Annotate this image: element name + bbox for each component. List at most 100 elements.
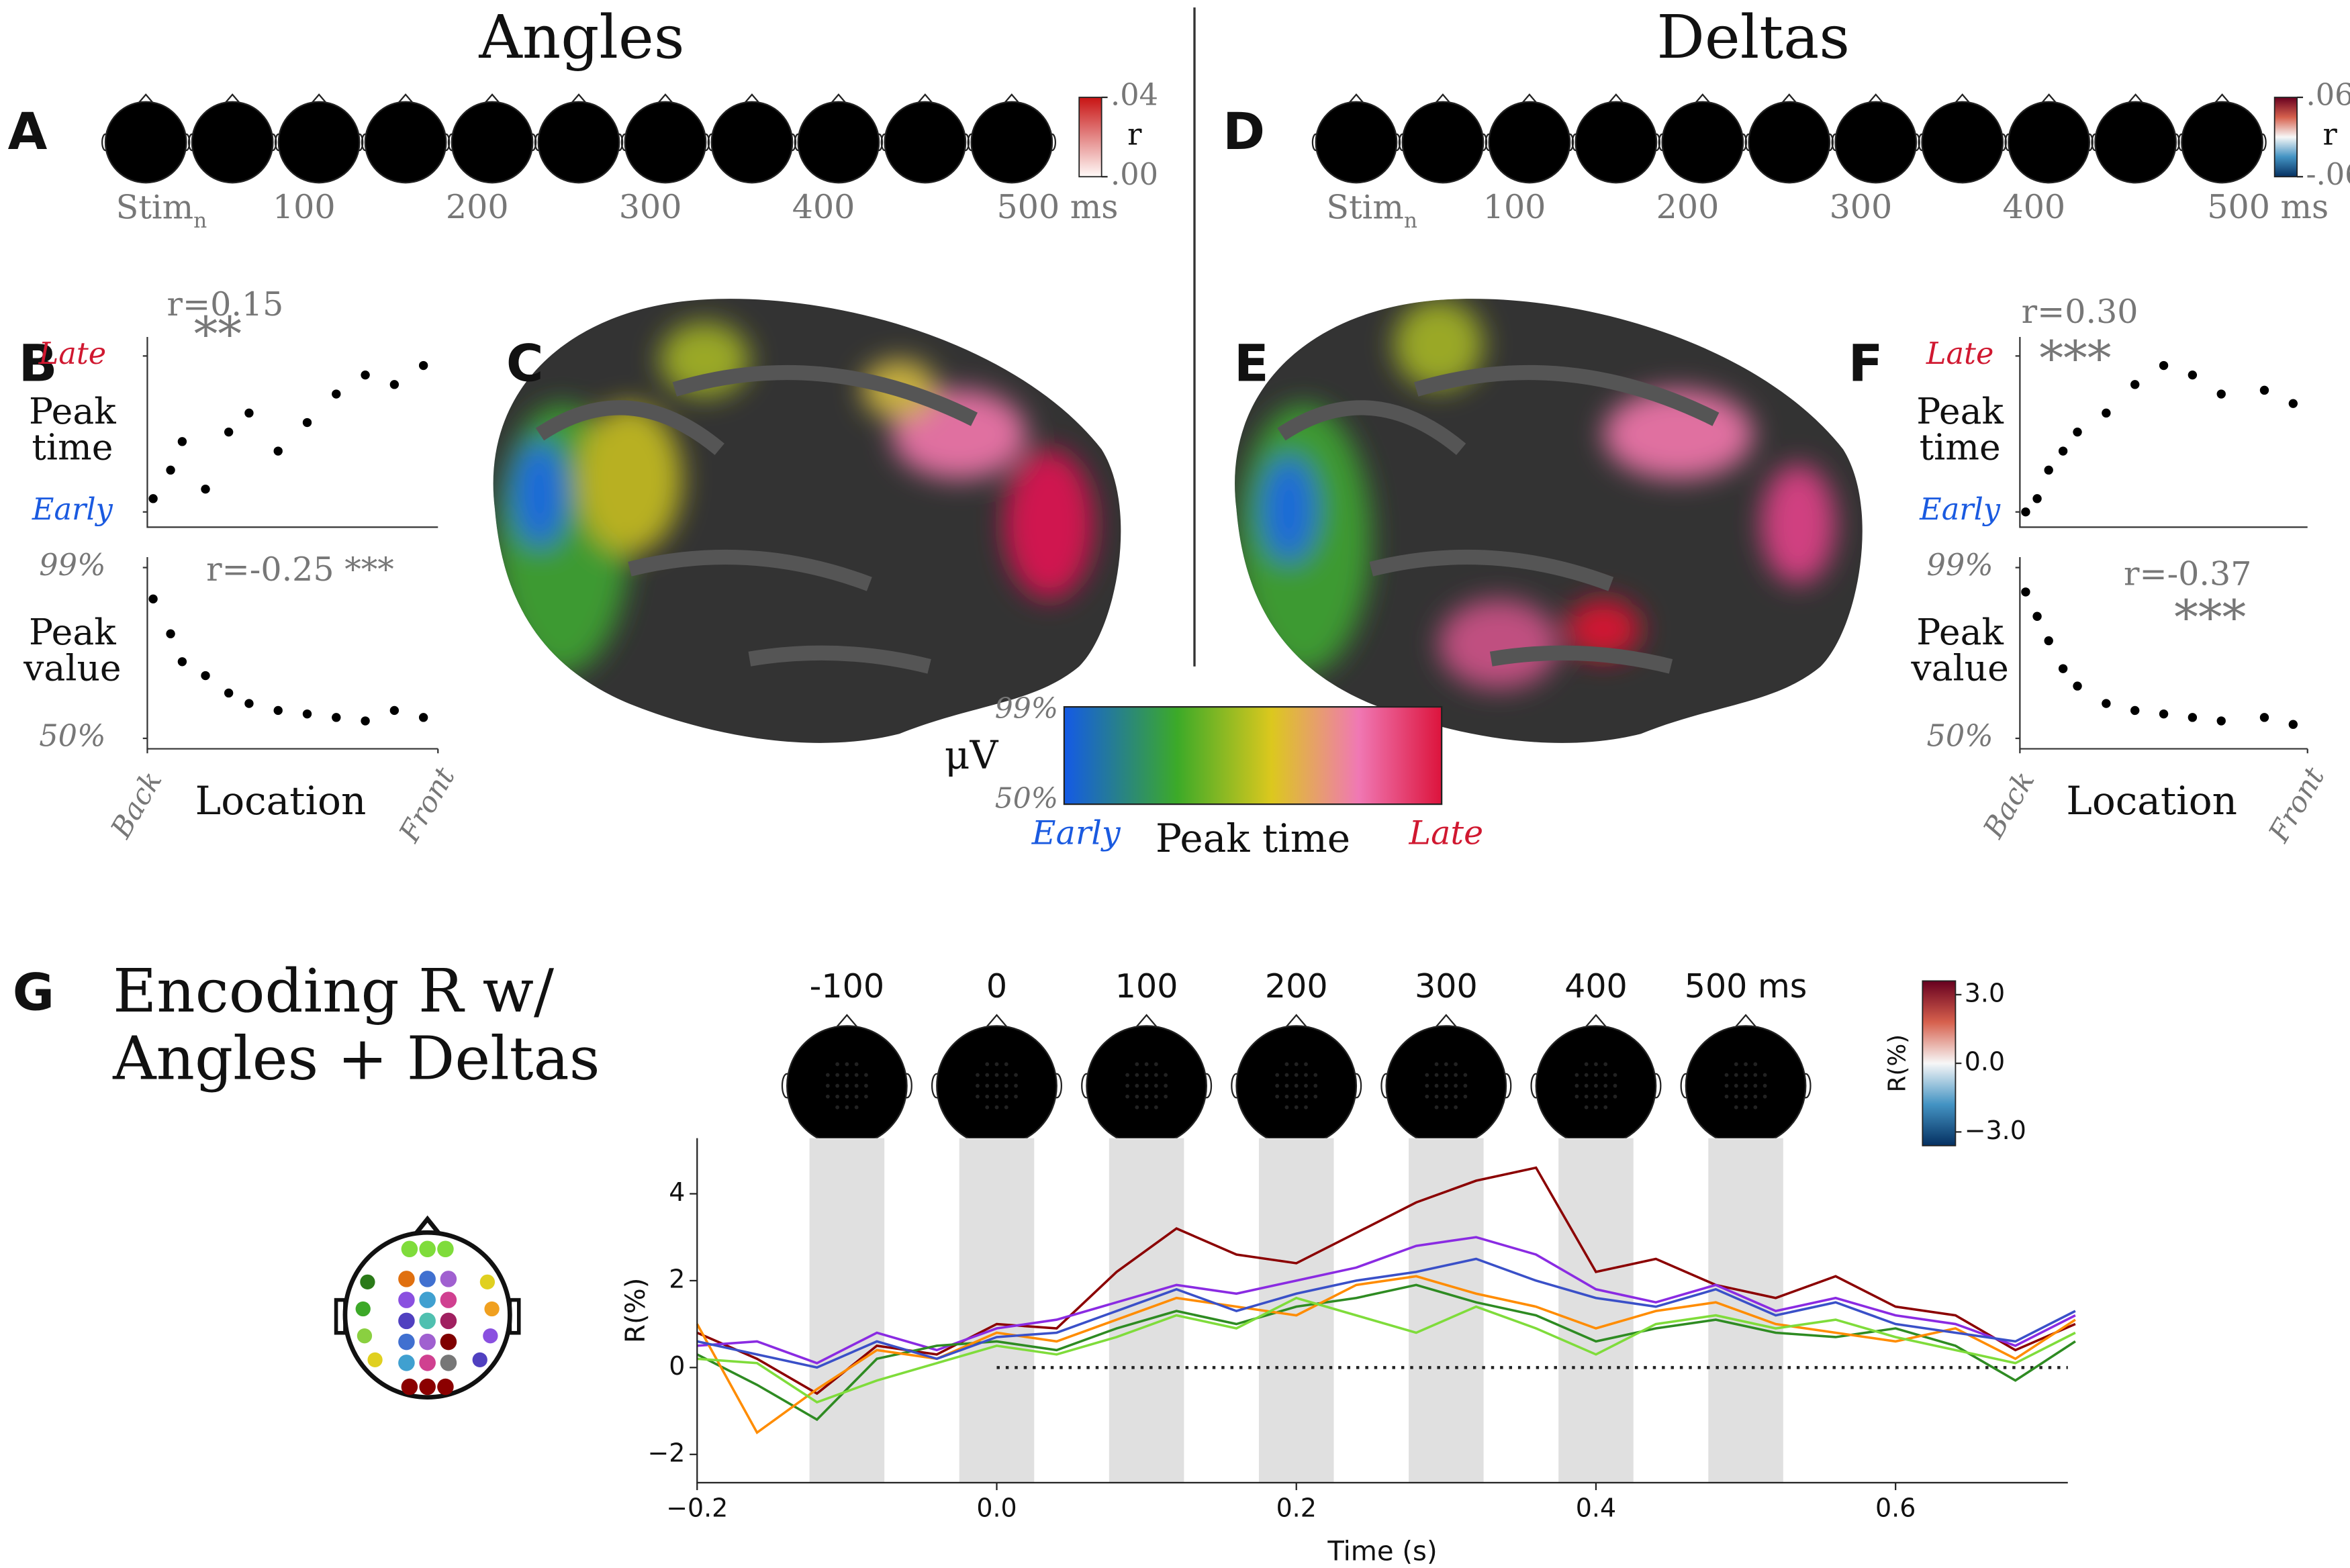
time-label: 200 bbox=[1265, 967, 1328, 1006]
electrode bbox=[1144, 1094, 1149, 1099]
electrode bbox=[1584, 1073, 1589, 1077]
y-tick-label: Late bbox=[1926, 336, 1994, 371]
electrode bbox=[845, 1062, 849, 1067]
time-label: 200 bbox=[1656, 187, 1720, 226]
electrode bbox=[1753, 1094, 1758, 1099]
series-line bbox=[696, 1257, 2076, 1369]
head-outline bbox=[1585, 1014, 1607, 1028]
electrode bbox=[1724, 1083, 1729, 1088]
point bbox=[332, 389, 341, 399]
electrode bbox=[985, 1062, 990, 1067]
point bbox=[201, 671, 210, 681]
electrode bbox=[1154, 1083, 1158, 1088]
legend-electrode bbox=[398, 1291, 415, 1308]
point bbox=[273, 705, 283, 716]
legend-electrode bbox=[360, 1274, 375, 1290]
electrode bbox=[1144, 1083, 1149, 1088]
topomap bbox=[1834, 101, 1918, 184]
annotation: r=-0.25 *** bbox=[206, 550, 394, 589]
point bbox=[2044, 465, 2053, 475]
point bbox=[2216, 389, 2226, 399]
head-outline bbox=[1695, 93, 1711, 104]
electrode bbox=[1294, 1083, 1299, 1088]
shade-band bbox=[1409, 1138, 1484, 1483]
time-label: 300 bbox=[1830, 187, 1893, 226]
x-label: Location bbox=[2066, 778, 2237, 824]
topomap bbox=[884, 101, 967, 184]
y-tick-label: 4 bbox=[669, 1177, 685, 1207]
electrode bbox=[1135, 1094, 1139, 1099]
shade-band bbox=[1708, 1138, 1783, 1483]
electrode bbox=[1454, 1073, 1458, 1077]
legend-electrode bbox=[419, 1291, 436, 1308]
point bbox=[224, 427, 234, 437]
colorbar-end: Early bbox=[1031, 813, 1121, 852]
colorbar-label: R(%) bbox=[1884, 1034, 1912, 1093]
electrode bbox=[825, 1094, 830, 1099]
time-label: 400 bbox=[1564, 967, 1628, 1006]
point bbox=[2288, 720, 2298, 729]
y-label: Peak bbox=[29, 611, 116, 653]
head-outline bbox=[1521, 93, 1538, 104]
colorbar-end: Late bbox=[1409, 813, 1484, 852]
electrode bbox=[854, 1105, 859, 1110]
topomap bbox=[1921, 101, 2004, 184]
electrode bbox=[1594, 1083, 1598, 1088]
legend-electrode bbox=[398, 1355, 415, 1371]
electrode bbox=[1603, 1073, 1608, 1077]
topomap bbox=[2181, 101, 2263, 184]
topomap bbox=[451, 101, 534, 184]
legend-electrode bbox=[419, 1271, 436, 1287]
electrode bbox=[1004, 1094, 1008, 1099]
point bbox=[2288, 399, 2298, 408]
series-line bbox=[696, 1275, 2076, 1434]
point bbox=[361, 716, 370, 726]
time-label: -100 bbox=[810, 967, 884, 1006]
point bbox=[332, 713, 341, 722]
annotation: *** bbox=[2039, 330, 2111, 386]
electrode bbox=[1304, 1073, 1308, 1077]
point bbox=[2259, 385, 2269, 395]
electrode bbox=[1613, 1094, 1617, 1099]
y-label: time bbox=[1920, 426, 2001, 468]
point bbox=[177, 437, 187, 446]
y-tick-label: 2 bbox=[669, 1264, 685, 1293]
point bbox=[2188, 370, 2198, 380]
colorbar-label: r bbox=[1127, 117, 1142, 152]
shade-band bbox=[1558, 1138, 1634, 1483]
annotation: r=0.15 bbox=[167, 285, 284, 324]
time-label: 500 ms bbox=[2207, 187, 2329, 226]
point bbox=[2032, 611, 2042, 621]
axes bbox=[146, 556, 438, 750]
topomap bbox=[970, 101, 1053, 184]
electrode bbox=[1584, 1105, 1589, 1110]
electrode bbox=[1313, 1083, 1318, 1088]
x-tick-label: Back bbox=[1977, 766, 2041, 844]
topomap bbox=[1401, 101, 1485, 184]
electrode bbox=[1004, 1073, 1008, 1077]
electrode bbox=[1004, 1105, 1008, 1110]
electrode bbox=[1463, 1094, 1468, 1099]
head-outline bbox=[1004, 93, 1020, 104]
electrode bbox=[976, 1083, 980, 1088]
colorbar bbox=[1078, 97, 1102, 178]
electrode bbox=[994, 1094, 999, 1099]
head-outline bbox=[571, 93, 587, 104]
head-outline bbox=[397, 93, 414, 104]
y-label: Peak bbox=[1916, 611, 2004, 653]
x-tick-label: 0.2 bbox=[1276, 1493, 1317, 1522]
y-tick-label: 50% bbox=[39, 718, 105, 753]
electrode bbox=[845, 1073, 849, 1077]
point bbox=[2032, 494, 2042, 503]
head-outline bbox=[835, 1014, 859, 1028]
colorbar bbox=[1063, 705, 1443, 805]
y-tick-label: −2 bbox=[648, 1438, 686, 1467]
time-label: 100 bbox=[1115, 967, 1178, 1006]
electrode bbox=[825, 1073, 830, 1077]
topomap bbox=[2008, 101, 2091, 184]
annotation: r=0.30 bbox=[2022, 292, 2138, 331]
electrode bbox=[1724, 1094, 1729, 1099]
x-tick-label: 0.4 bbox=[1576, 1493, 1616, 1522]
electrode bbox=[1164, 1073, 1168, 1077]
electrode bbox=[1594, 1062, 1598, 1067]
